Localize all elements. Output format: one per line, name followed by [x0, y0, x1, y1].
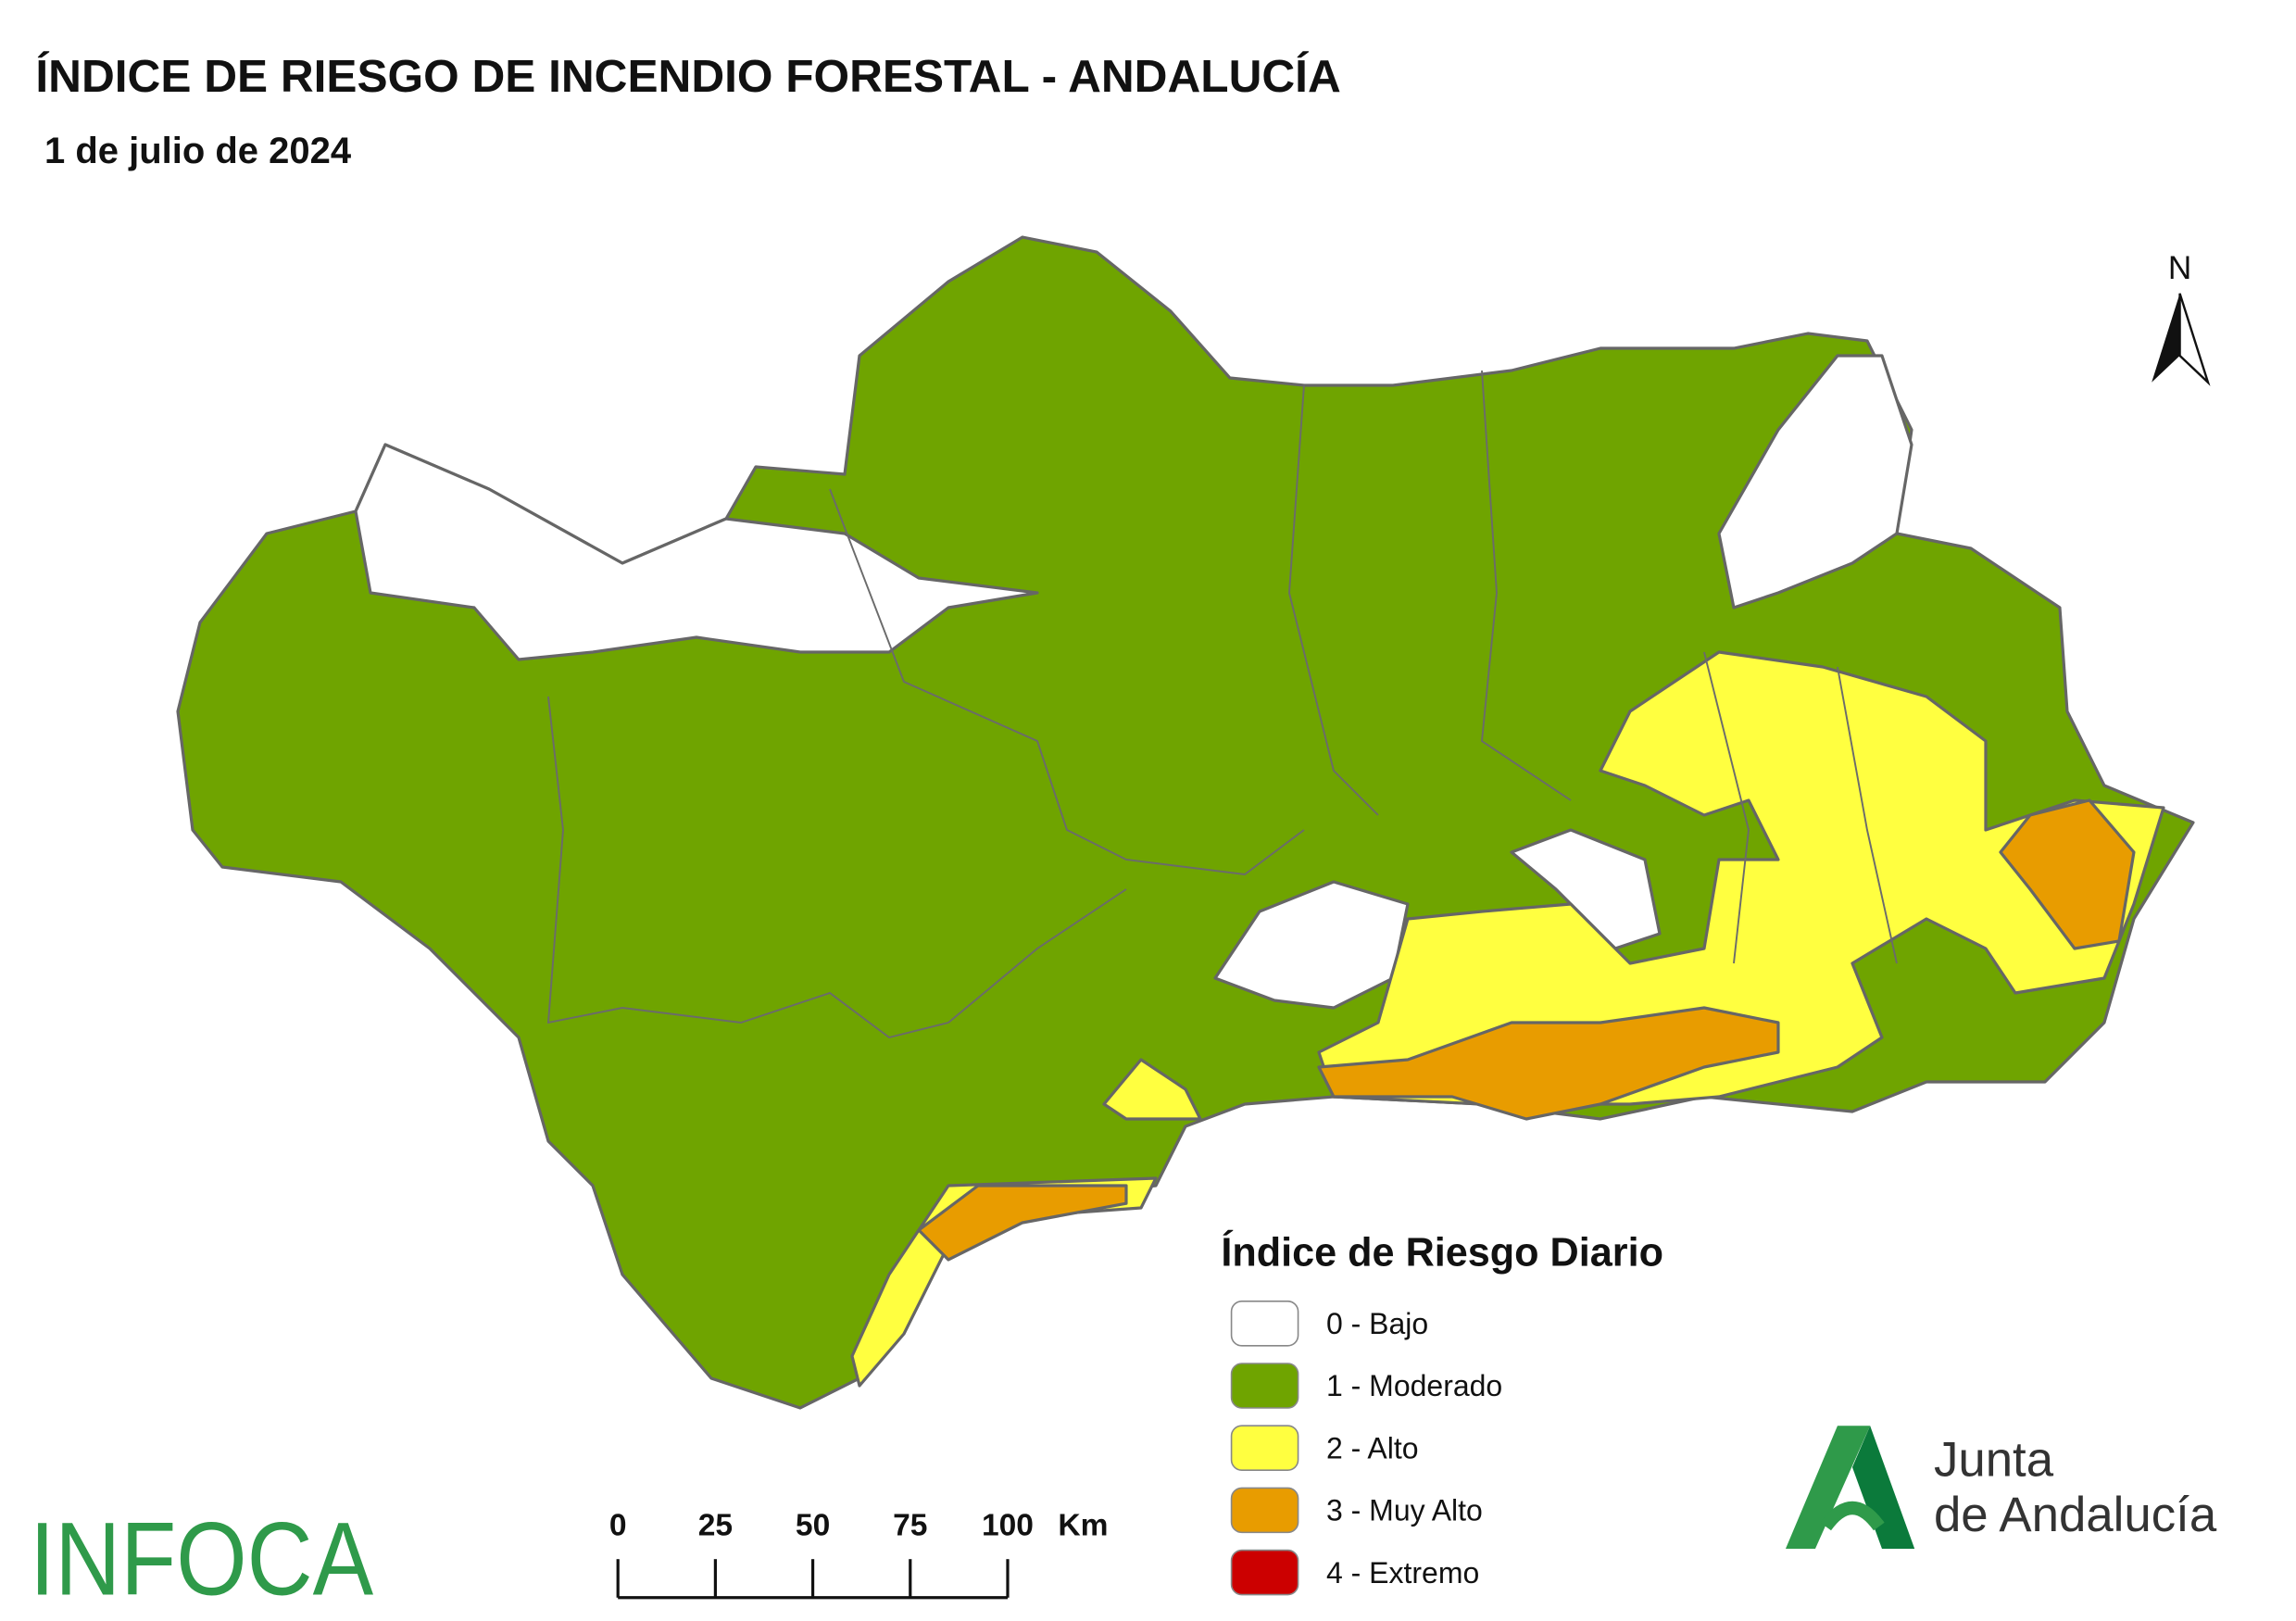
legend-swatch: [1230, 1363, 1299, 1409]
logo-mark: [1851, 1426, 1915, 1549]
region-low: [1717, 354, 1913, 609]
legend: 0 - Bajo 1 - Moderado 2 - Alto 3 - Muy Alto…: [1230, 1300, 1502, 1596]
legend-label: 3 - Muy Alto: [1326, 1494, 1483, 1527]
region-very-high: [917, 1184, 1128, 1262]
legend-title: Índice de Riesgo Diario: [1221, 1230, 1663, 1275]
region-very-high: [1317, 1006, 1780, 1121]
scale-tick-label: 25: [698, 1509, 733, 1543]
junta-line2: de Andalucía: [1934, 1488, 2217, 1542]
legend-swatch: [1230, 1300, 1299, 1347]
legend-label: 0 - Bajo: [1326, 1307, 1428, 1340]
junta-logo: Junta de Andalucía: [1785, 1426, 2217, 1549]
north-arrow: N: [2152, 250, 2211, 386]
date: 1 de julio de 2024: [44, 131, 352, 171]
north-arrow-right: [2178, 293, 2211, 386]
title: ÍNDICE DE RIESGO DE INCENDIO FORESTAL - …: [35, 50, 1340, 102]
legend-swatch: [1230, 1425, 1299, 1471]
legend-swatch: [1230, 1487, 1299, 1534]
north-label: N: [2168, 250, 2191, 286]
junta-line1: Junta: [1934, 1433, 2054, 1488]
legend-label: 4 - Extremo: [1326, 1556, 1479, 1590]
scale-unit: Km: [1058, 1509, 1108, 1543]
scale-tick-label: 100: [982, 1509, 1034, 1543]
scale-tick-label: 50: [796, 1509, 830, 1543]
province-border: [546, 370, 1898, 1039]
north-arrow-left: [2152, 293, 2180, 383]
legend-label: 2 - Alto: [1326, 1431, 1419, 1464]
region-low: [354, 443, 1039, 661]
region-high: [1102, 1058, 1202, 1121]
region-low: [1510, 828, 1662, 950]
logo-mark: [1820, 1501, 1885, 1531]
scale-tick-label: 75: [893, 1509, 927, 1543]
legend-swatch: [1230, 1549, 1299, 1596]
logo-mark: [1785, 1426, 1871, 1549]
scale-tick-label: 0: [609, 1509, 627, 1543]
region-very-high: [1999, 798, 2136, 950]
legend-label: 1 - Moderado: [1326, 1369, 1502, 1402]
scale-bar: 0 25 50 75 100 Km: [609, 1509, 1108, 1600]
map: [176, 235, 2195, 1410]
region-moderate: [176, 235, 2195, 1410]
region-high: [1317, 650, 2165, 1106]
infoca-logo: INFOCA: [30, 1502, 373, 1617]
